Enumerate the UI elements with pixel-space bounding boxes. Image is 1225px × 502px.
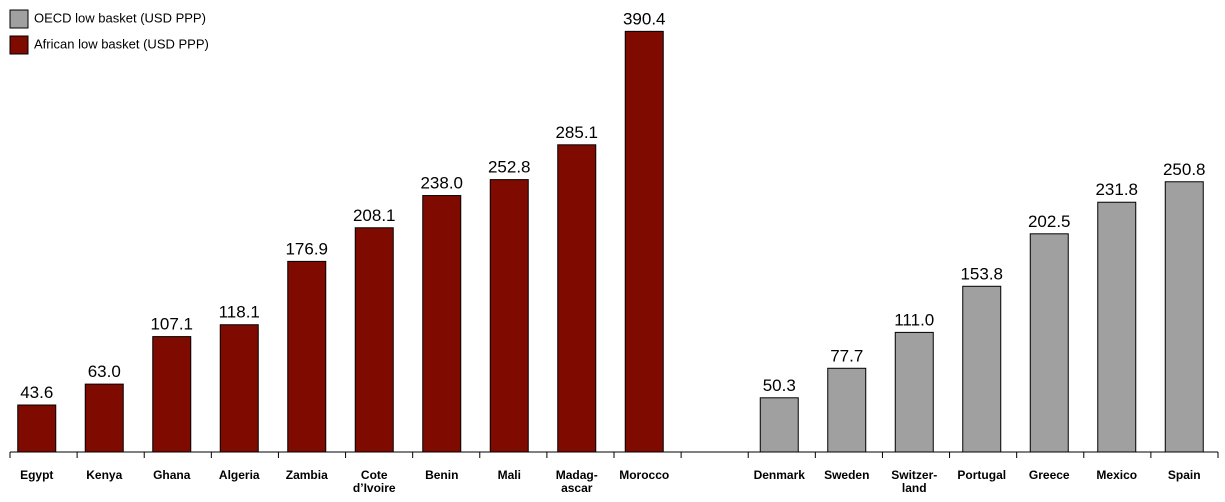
x-tick-label: Switzer- land <box>891 468 938 495</box>
legend-swatch <box>9 35 29 55</box>
bar <box>84 383 124 453</box>
bar <box>152 336 192 453</box>
bar <box>962 285 1002 453</box>
value-label: 390.4 <box>623 9 666 28</box>
legend-label: African low basket (USD PPP) <box>34 36 209 51</box>
value-label: 252.8 <box>488 158 531 177</box>
bar <box>827 367 867 453</box>
bar <box>624 30 664 453</box>
value-label: 202.5 <box>1028 212 1071 231</box>
bar <box>422 195 462 453</box>
x-tick-label: Mexico <box>1096 468 1138 482</box>
legend-label: OECD low basket (USD PPP) <box>34 10 206 25</box>
value-label: 107.1 <box>150 315 193 334</box>
x-tick-label: Sweden <box>824 468 870 482</box>
x-tick-label: Spain <box>1167 468 1201 482</box>
bar <box>219 324 259 453</box>
value-label: 153.8 <box>960 264 1003 283</box>
bar <box>894 331 934 453</box>
x-tick-label: Portugal <box>957 468 1007 482</box>
bar <box>759 397 799 453</box>
bar <box>287 260 327 453</box>
value-label: 176.9 <box>285 239 328 258</box>
x-tick-label: Egypt <box>20 468 54 482</box>
bar <box>557 144 597 453</box>
value-label: 208.1 <box>353 206 396 225</box>
bar <box>17 404 57 453</box>
bar <box>1029 233 1069 453</box>
value-label: 250.8 <box>1163 160 1206 179</box>
x-tick-label: Denmark <box>753 468 805 482</box>
x-tick-label: Benin <box>425 468 459 482</box>
bar <box>354 227 394 453</box>
value-label: 118.1 <box>219 303 260 322</box>
value-label: 231.8 <box>1095 180 1138 199</box>
legend-swatch <box>9 9 29 29</box>
x-tick-label: Mali <box>497 468 521 482</box>
x-tick-label: Zambia <box>285 468 328 482</box>
x-tick-label: Ghana <box>153 468 191 482</box>
value-label: 285.1 <box>555 123 598 142</box>
value-label: 50.3 <box>763 376 796 395</box>
bar <box>1097 201 1137 453</box>
x-tick-label: Kenya <box>86 468 123 482</box>
x-tick-label: Algeria <box>218 468 260 482</box>
x-tick-label: Morocco <box>619 468 670 482</box>
bar <box>489 179 529 453</box>
bar <box>1164 181 1204 453</box>
x-tick-label: Madag- ascar <box>555 468 598 495</box>
value-label: 238.0 <box>420 174 463 193</box>
value-label: 63.0 <box>88 362 121 381</box>
x-tick-label: Greece <box>1028 468 1070 482</box>
x-tick-label: Cote d’Ivoire <box>352 468 396 495</box>
value-label: 77.7 <box>830 346 863 365</box>
value-label: 43.6 <box>20 383 53 402</box>
value-label: 111.0 <box>894 310 934 329</box>
